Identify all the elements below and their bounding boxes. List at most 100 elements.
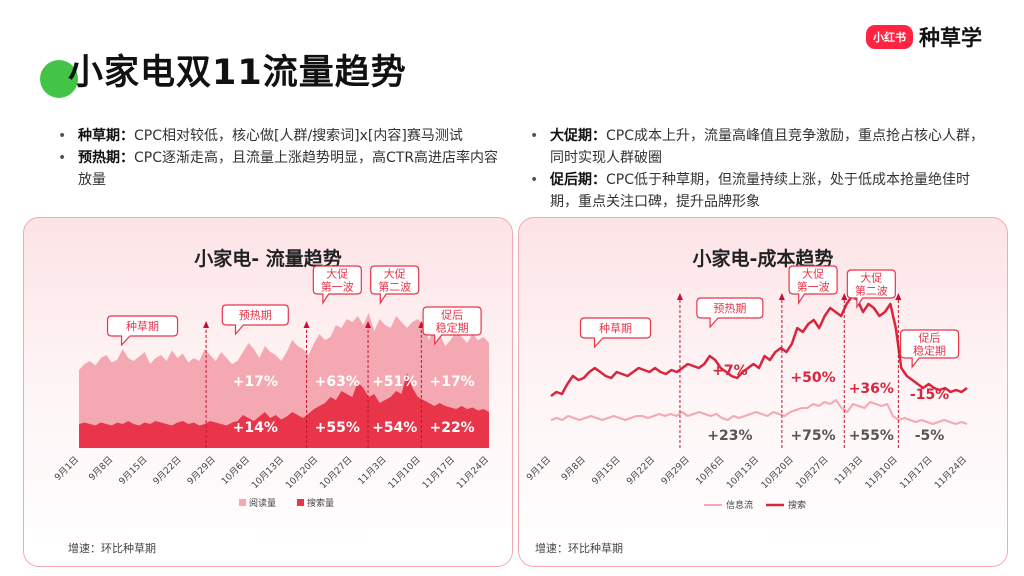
series-line-feed — [550, 399, 968, 425]
title-accent-dot — [40, 60, 78, 98]
x-tick-label: 11月3日 — [832, 454, 865, 487]
phase-divider-arrow — [778, 293, 785, 300]
pct-label-feed: +75% — [790, 428, 835, 444]
x-tick-label: 10月27日 — [794, 454, 831, 491]
phase-callout-text: 稳定期 — [913, 344, 946, 358]
bullet-item: 预热期：CPC逐渐走高，且流量上涨趋势明显，高CTR高进店率内容放量 — [58, 147, 503, 191]
x-tick-label: 10月27日 — [318, 454, 355, 491]
phase-divider-arrow — [676, 293, 683, 300]
phase-callout — [370, 265, 420, 306]
phase-callout-text: 促后 — [441, 308, 463, 322]
phase-callout-text: 预热期 — [713, 302, 746, 315]
x-tick-label: 9月8日 — [559, 454, 588, 483]
phase-callout-text: 大促 — [860, 271, 882, 285]
phase-divider-arrow — [895, 293, 902, 300]
phase-callout-text: 大促 — [802, 267, 824, 281]
bullets-left: 种草期：CPC相对较低，核心做[人群/搜索词]x[内容]赛马测试 预热期：CPC… — [58, 125, 503, 191]
x-tick-label: 11月3日 — [356, 454, 389, 487]
legend-label-feed: 信息流 — [726, 499, 753, 511]
phase-callout-text: 第一波 — [321, 280, 354, 294]
x-tick-label: 11月17日 — [420, 454, 457, 491]
phase-callout — [788, 265, 838, 306]
x-tick-label: 9月1日 — [525, 454, 554, 483]
phase-callout-text: 种草期 — [126, 319, 159, 333]
phase-callout-text: 第一波 — [797, 280, 830, 294]
pct-label-search: +55% — [315, 420, 360, 436]
bullet-item: 种草期：CPC相对较低，核心做[人群/搜索词]x[内容]赛马测试 — [58, 125, 503, 147]
x-tick-label: 10月20日 — [284, 454, 321, 491]
cost-chart-panel: 小家电-成本趋势 种草期 预热期 +7% +23% 大促 第一波 +50% +75% 大促 第二波… — [518, 217, 1008, 567]
phase-callout — [696, 297, 764, 329]
phase-callout-text: 第二波 — [855, 284, 888, 298]
pct-label-feed: -5% — [915, 428, 945, 444]
legend-label-search: 搜索 — [788, 499, 806, 511]
x-tick-label: 11月24日 — [932, 454, 969, 491]
pct-label-search: +22% — [429, 420, 474, 436]
pct-label-search: +14% — [233, 420, 278, 436]
series-line-search — [550, 294, 968, 398]
x-tick-label: 11月10日 — [863, 454, 900, 491]
chart-note: 增速：环比种草期 — [68, 542, 156, 555]
page-title: 小家电双11流量趋势 — [68, 53, 407, 93]
chart-title: 小家电- 流量趋势 — [194, 248, 342, 270]
x-tick-label: 10月13日 — [249, 454, 286, 491]
x-tick-label: 11月24日 — [454, 454, 491, 491]
x-tick-label: 9月15日 — [117, 454, 150, 487]
phase-divider-arrow — [203, 321, 210, 328]
pct-label-read: +17% — [233, 374, 278, 390]
x-tick-label: 9月29日 — [659, 454, 692, 487]
x-tick-label: 9月8日 — [87, 454, 116, 483]
x-tick-label: 9月29日 — [185, 454, 218, 487]
phase-divider-arrow — [303, 321, 310, 328]
phase-callout-text: 预热期 — [239, 309, 272, 322]
pct-label-read: +51% — [372, 374, 417, 390]
pct-label-search: +36% — [849, 381, 894, 397]
phase-divider-arrow — [365, 321, 372, 328]
pct-label-feed: +23% — [707, 428, 752, 444]
legend-swatch-read — [239, 499, 246, 506]
pct-label-read: +63% — [315, 374, 360, 390]
legend-label-search: 搜索量 — [307, 497, 334, 509]
phase-callout-text: 稳定期 — [436, 321, 469, 335]
legend-label-read: 阅读量 — [249, 497, 276, 509]
traffic-chart-panel: 小家电- 流量趋势 种草期 预热期 +17% +14% 大促 第一波 +63% +55% 大促第… — [23, 217, 513, 567]
legend-swatch-search — [297, 499, 304, 506]
pct-label-search: +7% — [712, 363, 748, 379]
logo-badge: 小红书 — [866, 25, 913, 49]
pct-label-search: +54% — [372, 420, 417, 436]
phase-callout-text: 种草期 — [599, 321, 632, 335]
chart-note: 增速：环比种草期 — [535, 542, 623, 555]
phase-callout — [422, 306, 482, 346]
pct-label-search: -15% — [910, 387, 949, 403]
phase-callout — [846, 269, 896, 310]
pct-label-read: +17% — [429, 374, 474, 390]
chart-title: 小家电-成本趋势 — [692, 248, 834, 270]
x-tick-label: 9月22日 — [624, 454, 657, 487]
pct-label-search: +50% — [790, 370, 835, 386]
x-tick-label: 9月1日 — [53, 454, 82, 483]
phase-callout — [106, 315, 179, 347]
series-area-search — [79, 373, 489, 448]
brand-logo: 小红书 种草学 — [866, 22, 982, 52]
phase-callout — [579, 317, 652, 349]
phase-callout-text: 第二波 — [378, 280, 411, 294]
phase-callout — [312, 265, 362, 306]
x-tick-label: 10月6日 — [694, 454, 727, 487]
bullets-right: 大促期：CPC成本上升，流量高峰值且竞争激励，重点抢占核心人群，同时实现人群破圈… — [530, 125, 990, 213]
phase-callout — [899, 329, 960, 369]
phase-callout-text: 大促 — [384, 267, 406, 281]
x-tick-label: 9月22日 — [151, 454, 184, 487]
x-tick-label: 10月20日 — [759, 454, 796, 491]
phase-divider-arrow — [841, 293, 848, 300]
logo-text: 种草学 — [919, 26, 982, 50]
x-tick-label: 10月6日 — [219, 454, 252, 487]
x-tick-label: 10月13日 — [724, 454, 761, 491]
phase-callout — [221, 304, 289, 336]
x-tick-label: 11月10日 — [386, 454, 423, 491]
x-tick-label: 9月15日 — [590, 454, 623, 487]
bullet-item: 大促期：CPC成本上升，流量高峰值且竞争激励，重点抢占核心人群，同时实现人群破圈 — [530, 125, 990, 169]
phase-callout-text: 大促 — [326, 267, 348, 281]
x-tick-label: 11月17日 — [898, 454, 935, 491]
